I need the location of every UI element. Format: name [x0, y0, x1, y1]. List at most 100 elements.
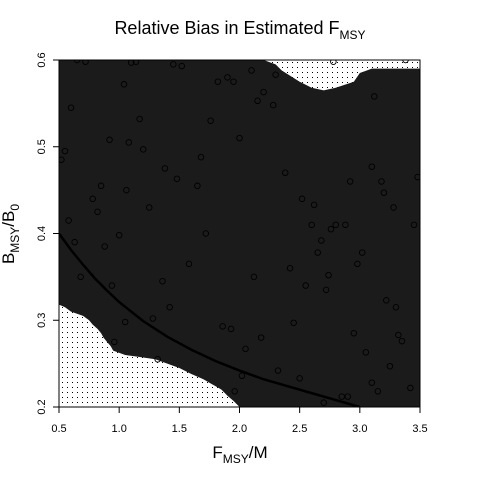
scatter-point — [392, 303, 400, 311]
scatter-point — [166, 303, 173, 311]
scatter-point — [94, 208, 101, 216]
scatter-point — [398, 337, 406, 345]
y-tick-label: 0.6 — [36, 52, 48, 67]
scatter-point — [111, 338, 118, 346]
scatter-point — [202, 230, 210, 237]
scatter-point — [59, 156, 65, 164]
scatter-point — [121, 318, 129, 326]
scatter-point — [390, 204, 397, 211]
scatter-point — [238, 372, 246, 380]
y-axis: 0.2 0.3 0.4 0.5 0.6 — [36, 52, 59, 415]
scatter-point — [310, 201, 318, 209]
x-tick-label: 3.0 — [352, 423, 367, 435]
scatter-point — [236, 134, 243, 142]
scatter-point — [350, 330, 358, 337]
scatter-point — [308, 221, 315, 229]
scatter-point — [185, 260, 193, 268]
scatter-point — [358, 249, 366, 256]
scatter-point — [248, 67, 255, 74]
scatter-point — [362, 349, 370, 356]
scatter-point — [145, 204, 153, 211]
scatter-point — [327, 225, 335, 233]
scatter-point — [410, 221, 418, 229]
plot-area — [59, 60, 420, 407]
scatter-point — [260, 88, 267, 96]
scatter-point — [407, 384, 414, 392]
scatter-point — [257, 334, 265, 341]
scatter-point — [61, 147, 69, 155]
scatter-point — [97, 182, 105, 190]
scatter-point — [314, 249, 321, 256]
y-tick-label: 0.3 — [36, 313, 48, 328]
scatter-point — [374, 388, 382, 395]
x-axis: 0.5 1.0 1.5 2.0 2.5 3.0 3.5 — [51, 407, 428, 435]
scatter-point — [108, 282, 116, 289]
scatter-point — [207, 117, 214, 124]
scatter-point — [414, 173, 420, 181]
scatter-point — [170, 61, 177, 68]
scatter-point — [101, 243, 108, 250]
y-tick-label: 0.4 — [36, 226, 48, 241]
scatter-point — [368, 379, 376, 386]
scatter-point — [272, 71, 279, 78]
reference-curve — [59, 232, 361, 407]
scatter-point — [214, 78, 222, 85]
x-axis-label: FMSY/M — [212, 443, 267, 466]
scatter-point — [230, 78, 237, 85]
scatter-point — [106, 136, 113, 144]
scatter-point — [178, 62, 185, 70]
dark-bias-region — [59, 60, 420, 407]
scatter-point — [383, 297, 390, 304]
scatter-point — [320, 399, 327, 406]
scatter-point — [123, 186, 130, 194]
scatter-point — [281, 169, 289, 177]
scatter-point — [82, 60, 89, 65]
scatter-point — [125, 139, 133, 146]
x-tick-label: 2.5 — [292, 423, 307, 435]
x-tick-label: 0.5 — [51, 423, 66, 435]
x-tick-label: 3.5 — [412, 423, 427, 435]
scatter-point — [254, 97, 261, 105]
scatter-point — [132, 60, 140, 65]
scatter-point — [322, 286, 330, 294]
x-tick-label: 1.0 — [112, 423, 127, 435]
scatter-point — [354, 260, 361, 268]
x-tick-label: 2.0 — [232, 423, 247, 435]
scatter-point — [149, 315, 157, 322]
scatter-point — [290, 319, 297, 327]
scatter-point — [154, 356, 161, 363]
scatter-point — [332, 221, 340, 229]
scatter-point — [242, 345, 249, 353]
scatter-point — [65, 217, 72, 224]
chart-title: Relative Bias in Estimated FMSY — [114, 18, 365, 42]
scatter-point — [274, 367, 282, 374]
scatter-point — [371, 93, 378, 100]
scatter-point — [380, 189, 388, 196]
scatter-point — [194, 182, 201, 190]
scatter-point — [224, 74, 231, 81]
scatter-point — [378, 178, 385, 185]
scatter-point — [67, 104, 75, 111]
x-tick-label: 1.5 — [172, 423, 187, 435]
scatter-point — [346, 178, 354, 185]
scatter-point — [219, 323, 226, 330]
scatter-point — [71, 238, 78, 246]
scatter-point — [115, 231, 123, 239]
scatter-point — [296, 375, 303, 382]
y-axis-label: BMSY/B0 — [0, 204, 22, 264]
scatter-point — [139, 146, 147, 153]
scatter-point — [159, 277, 166, 285]
scatter-point — [197, 153, 205, 161]
scatter-point — [231, 388, 238, 395]
scatter-point — [386, 362, 394, 370]
scatter-point — [269, 101, 277, 109]
scatter-point — [77, 273, 84, 281]
scatter-point — [330, 60, 337, 65]
y-tick-label: 0.5 — [36, 139, 48, 154]
scatter-point — [302, 282, 309, 289]
scatter-point — [395, 331, 402, 339]
scatter-point — [298, 195, 306, 203]
scatter-point — [161, 165, 169, 172]
scatter-point — [173, 175, 181, 183]
